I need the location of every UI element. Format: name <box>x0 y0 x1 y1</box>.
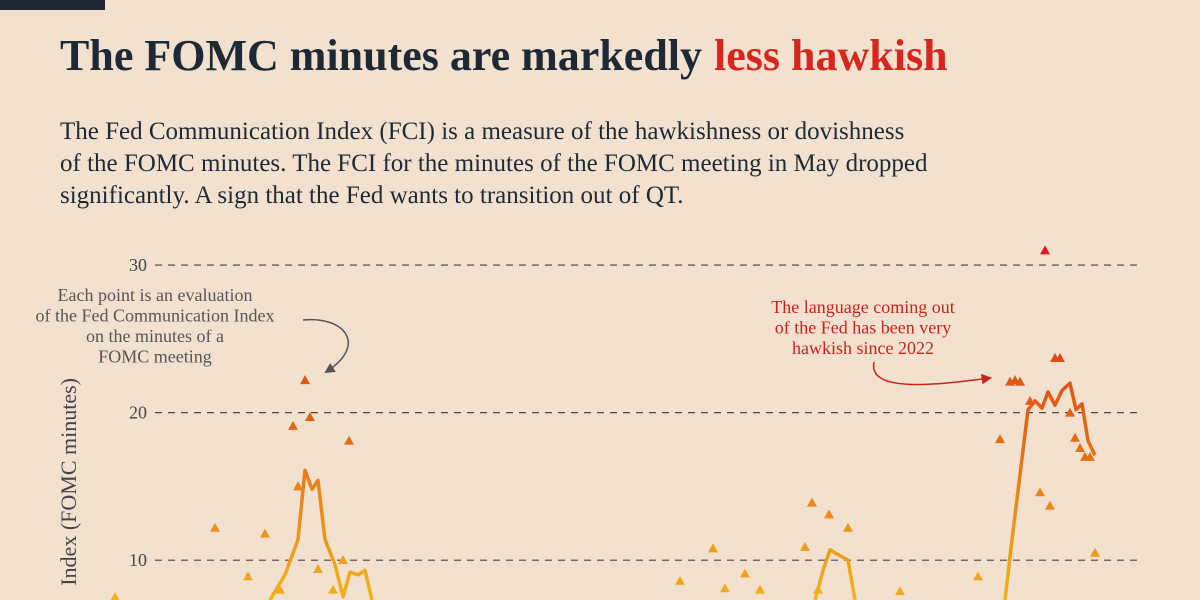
annotation-arrow <box>873 361 993 386</box>
y-tick-label: 10 <box>129 550 147 570</box>
data-point <box>813 584 823 594</box>
data-point <box>1025 395 1035 405</box>
subtitle: The Fed Communication Index (FCI) is a m… <box>60 118 928 209</box>
y-tick-label: 30 <box>129 255 147 275</box>
data-point <box>1035 487 1045 497</box>
data-point <box>344 435 354 445</box>
annotation-line: hawkish since 2022 <box>792 338 934 358</box>
data-point <box>843 522 853 532</box>
annotation-line: of the Fed has been very <box>775 318 951 338</box>
data-point <box>1045 500 1055 510</box>
data-point <box>1090 547 1100 557</box>
data-point <box>720 583 730 593</box>
plot-area: 10 20 30 <box>110 245 1140 600</box>
data-point <box>755 584 765 594</box>
y-axis-label: Index (FOMC minutes) <box>56 378 81 586</box>
annotation-line: Each point is an evaluation <box>58 285 253 305</box>
index-line <box>268 381 1097 600</box>
data-point <box>995 434 1005 444</box>
data-point <box>1065 407 1075 417</box>
data-point <box>110 592 120 600</box>
data-point <box>338 555 348 565</box>
data-point <box>275 584 285 594</box>
data-point <box>1075 443 1085 453</box>
annotation-line: FOMC meeting <box>98 347 212 367</box>
data-point <box>740 568 750 578</box>
title-highlight: less hawkish <box>714 31 948 80</box>
data-point <box>288 420 298 430</box>
data-point <box>293 481 303 491</box>
data-point <box>1015 376 1025 386</box>
y-tick-label: 20 <box>129 403 147 423</box>
data-point <box>210 522 220 532</box>
data-point <box>243 571 253 581</box>
annotation-line: of the Fed Communication Index <box>36 306 275 326</box>
data-point <box>1070 432 1080 442</box>
subtitle-line: The Fed Communication Index (FCI) is a m… <box>60 118 904 145</box>
data-point <box>313 564 323 574</box>
data-point <box>328 584 338 594</box>
annotation-line: on the minutes of a <box>86 326 224 346</box>
title-main: The FOMC minutes are markedly <box>60 31 702 80</box>
data-point <box>807 497 817 507</box>
annotation-arrow <box>302 318 349 374</box>
data-point <box>708 543 718 553</box>
data-point <box>300 375 310 385</box>
annotation-line: The language coming out <box>771 297 954 317</box>
data-point <box>675 575 685 585</box>
brand-bar <box>0 0 105 10</box>
data-point <box>1085 451 1095 461</box>
data-point <box>260 528 270 538</box>
data-point <box>1040 245 1050 255</box>
data-point <box>305 412 315 422</box>
subtitle-line: of the FOMC minutes. The FCI for the min… <box>60 150 928 177</box>
subtitle-line: significantly. A sign that the Fed wants… <box>60 182 684 209</box>
data-point <box>824 509 834 519</box>
data-point <box>973 571 983 581</box>
chart-title: The FOMC minutes are markedly less hawkis… <box>60 31 948 80</box>
data-point <box>1055 353 1065 363</box>
data-point <box>800 541 810 551</box>
data-point <box>895 586 905 596</box>
